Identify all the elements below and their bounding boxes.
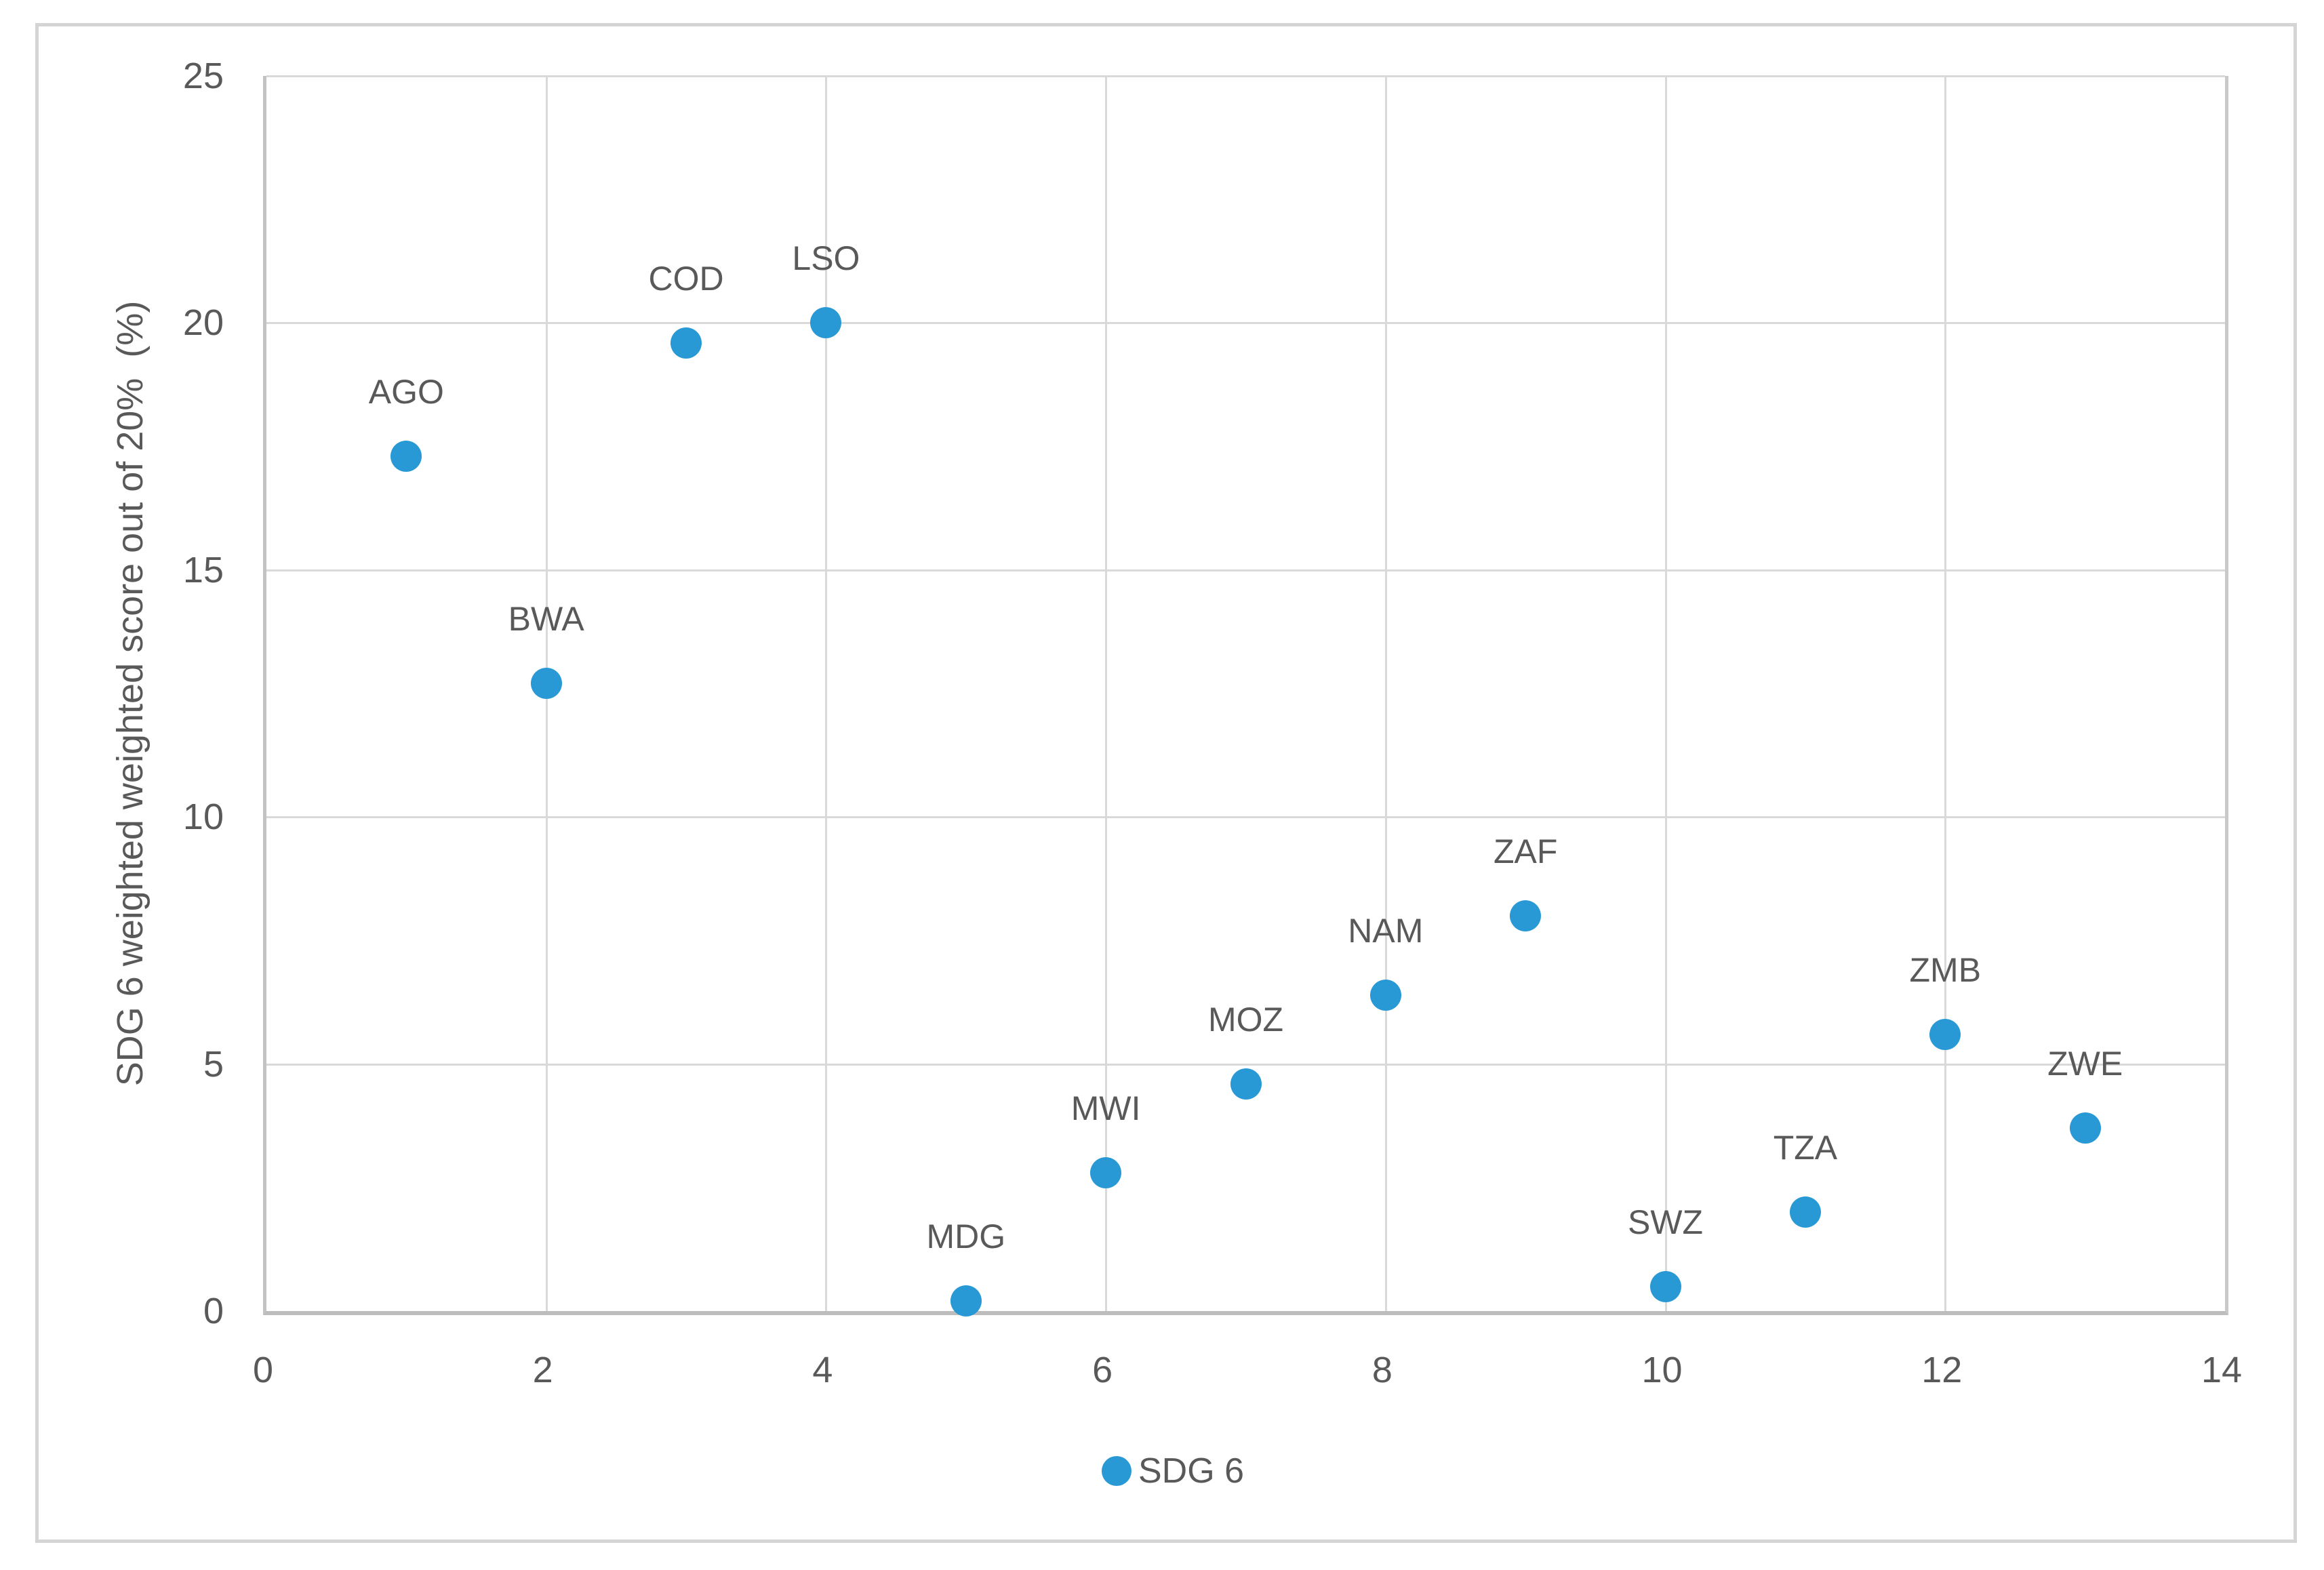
y-tick-label-15: 15 xyxy=(182,549,224,590)
data-point-BWA[interactable] xyxy=(530,668,562,700)
x-tick-label-0: 0 xyxy=(252,1350,274,1390)
x-tick-label-8: 8 xyxy=(1371,1350,1393,1390)
data-point-LSO[interactable] xyxy=(810,307,842,339)
data-point-AGO[interactable] xyxy=(390,441,422,472)
point-label-SWZ: SWZ xyxy=(1628,1203,1704,1241)
y-tick-label-0: 0 xyxy=(203,1291,224,1331)
x-tick-label-6: 6 xyxy=(1092,1350,1113,1390)
point-label-TZA: TZA xyxy=(1773,1129,1838,1167)
data-point-NAM[interactable] xyxy=(1369,979,1401,1011)
legend: SDG 6 xyxy=(1102,1451,1244,1491)
point-label-ZMB: ZMB xyxy=(1909,950,1982,989)
plot-area: AGO BWA COD LSO MDG MWI MOZ NAM ZAF SWZ TZA ZMB ZWE xyxy=(263,75,2228,1317)
gridline-x-10 xyxy=(1664,76,1667,1311)
point-label-NAM: NAM xyxy=(1348,911,1424,950)
gridline-y-25 xyxy=(266,75,2225,77)
x-tick-label-10: 10 xyxy=(1641,1350,1683,1390)
y-tick-label-20: 20 xyxy=(182,302,224,344)
data-point-ZMB[interactable] xyxy=(1929,1018,1961,1050)
data-point-ZAF[interactable] xyxy=(1510,900,1542,931)
data-point-MDG[interactable] xyxy=(950,1285,982,1317)
point-label-LSO: LSO xyxy=(792,239,860,278)
data-point-SWZ[interactable] xyxy=(1649,1270,1681,1302)
gridline-y-10 xyxy=(266,816,2225,819)
y-tick-label-25: 25 xyxy=(182,56,224,96)
x-tick-label-2: 2 xyxy=(532,1350,553,1390)
point-label-MWI: MWI xyxy=(1070,1089,1141,1127)
point-label-AGO: AGO xyxy=(368,373,444,411)
gridline-x-12 xyxy=(1944,76,1947,1311)
point-label-ZAF: ZAF xyxy=(1493,832,1558,870)
gridline-y-5 xyxy=(266,1063,2225,1066)
data-point-MWI[interactable] xyxy=(1090,1156,1122,1188)
x-tick-label-4: 4 xyxy=(812,1350,833,1390)
data-point-TZA[interactable] xyxy=(1789,1196,1821,1228)
data-point-ZWE[interactable] xyxy=(2069,1112,2101,1144)
gridline-y-20 xyxy=(266,322,2225,325)
gridline-y-15 xyxy=(266,569,2225,571)
x-tick-label-14: 14 xyxy=(2201,1350,2243,1390)
legend-label: SDG 6 xyxy=(1138,1451,1245,1491)
gridline-x-6 xyxy=(1105,76,1108,1311)
point-label-ZWE: ZWE xyxy=(2047,1045,2123,1083)
point-label-MOZ: MOZ xyxy=(1207,1000,1284,1039)
gridline-x-8 xyxy=(1384,76,1387,1311)
gridline-x-4 xyxy=(825,76,828,1311)
point-label-MDG: MDG xyxy=(926,1217,1006,1256)
y-axis-title: SDG 6 weighted weighted score out of 20%… xyxy=(110,300,151,1087)
figure-border xyxy=(35,23,2297,1543)
data-point-COD[interactable] xyxy=(670,327,702,359)
x-tick-label-12: 12 xyxy=(1921,1350,1963,1390)
y-tick-label-5: 5 xyxy=(203,1043,224,1085)
point-label-COD: COD xyxy=(648,259,724,298)
y-tick-label-10: 10 xyxy=(182,797,224,838)
legend-marker-icon xyxy=(1102,1456,1131,1486)
data-point-MOZ[interactable] xyxy=(1230,1068,1262,1100)
point-label-BWA: BWA xyxy=(508,600,584,639)
